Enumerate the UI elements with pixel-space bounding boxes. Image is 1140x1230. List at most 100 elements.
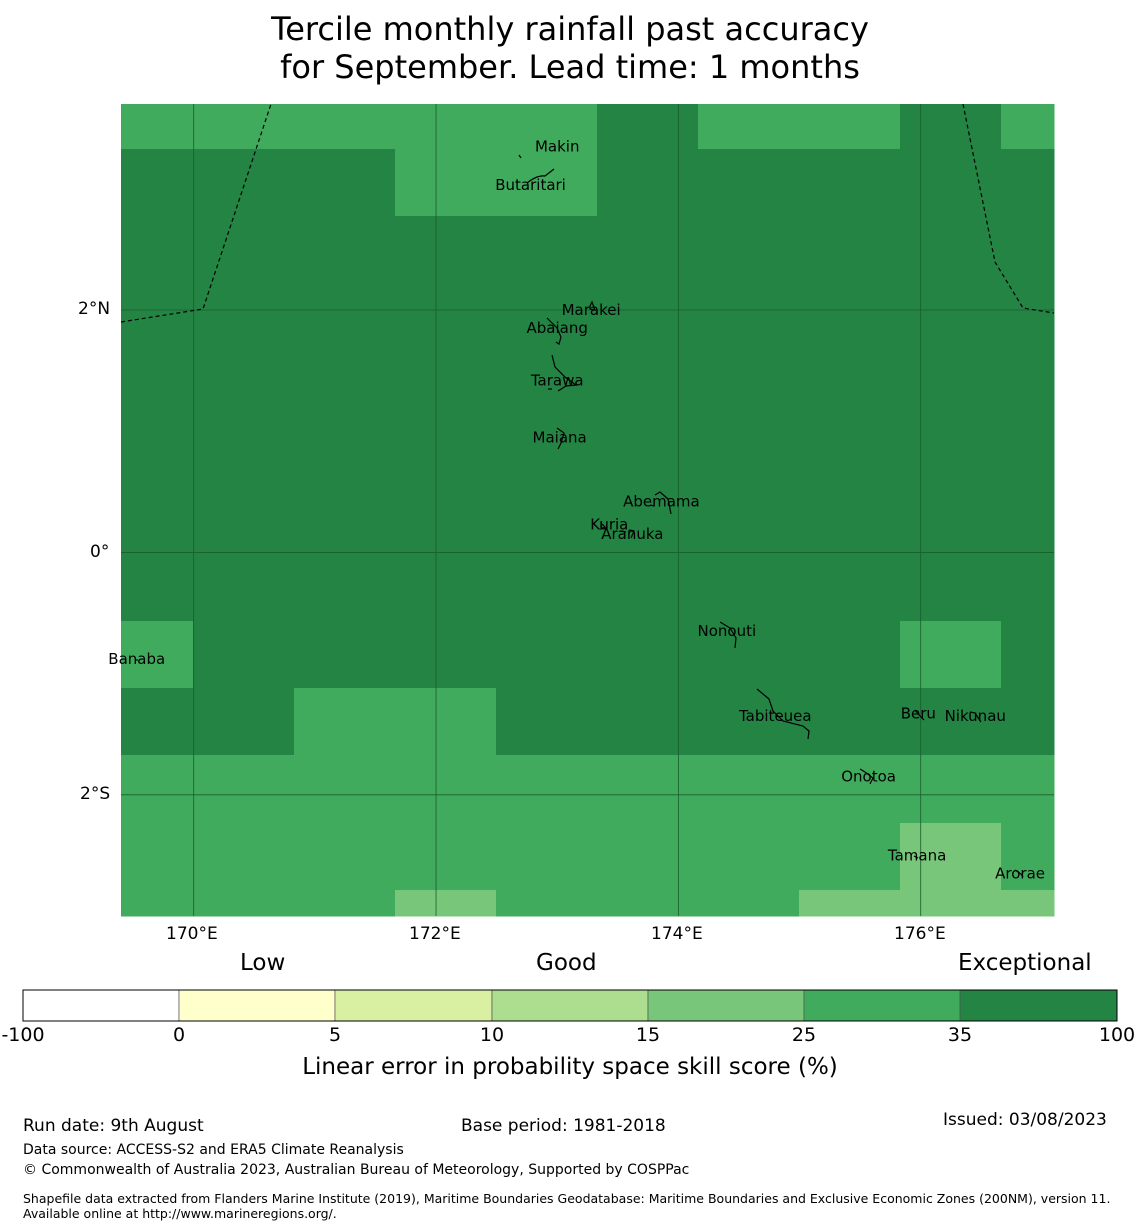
y-tick-0: 0° — [90, 542, 110, 562]
skill-cell — [193, 350, 295, 419]
skill-cell — [799, 890, 901, 917]
x-tick-176e: 176°E — [894, 924, 946, 944]
skill-cell — [698, 553, 800, 622]
skill-cell — [597, 688, 699, 756]
island-outlines — [135, 154, 1024, 878]
skill-cell — [395, 688, 497, 756]
skill-cell — [597, 890, 699, 917]
island-label-marakei: Marakei — [562, 301, 621, 319]
skill-cell — [294, 755, 396, 824]
skill-cell — [496, 755, 598, 824]
skill-cell — [900, 283, 1002, 351]
skill-cell — [799, 350, 901, 419]
skill-cell — [395, 283, 497, 351]
skill-cell — [1001, 283, 1055, 351]
eez-boundary-west — [120, 103, 272, 323]
skill-cell — [597, 621, 699, 689]
skill-cell — [1001, 104, 1055, 150]
skill-cell — [294, 688, 396, 756]
makin-outline — [518, 154, 522, 159]
skill-cell — [193, 755, 295, 824]
skill-cell — [121, 688, 194, 756]
skill-cell — [395, 823, 497, 891]
island-label-aranuka: Aranuka — [601, 525, 663, 543]
skill-cell — [193, 216, 295, 284]
skill-cell — [799, 823, 901, 891]
title-line-2: for September. Lead time: 1 months — [280, 48, 860, 86]
y-tick-2n: 2°N — [78, 299, 111, 319]
skill-cell — [597, 104, 699, 150]
y-tick-2s: 2°S — [80, 784, 111, 804]
skill-cell — [799, 149, 901, 217]
skill-cell — [597, 486, 699, 554]
butaritari-outline — [526, 168, 555, 184]
skill-cell — [121, 149, 194, 217]
skill-cell — [597, 216, 699, 284]
skill-cell — [698, 755, 800, 824]
skill-cell — [496, 688, 598, 756]
skill-cell — [294, 149, 396, 217]
eez-boundary-east — [962, 103, 1055, 314]
skill-cell — [900, 553, 1002, 622]
skill-cell — [193, 621, 295, 689]
island-label-abaiang: Abaiang — [527, 319, 588, 337]
skill-cell — [1001, 621, 1055, 689]
island-label-nonouti: Nonouti — [698, 622, 757, 640]
skill-cell — [698, 283, 800, 351]
skill-cell — [121, 755, 194, 824]
skill-cell — [395, 418, 497, 487]
island-label-kuria: Kuria — [590, 516, 628, 534]
skill-cell — [193, 104, 295, 150]
skill-cell — [395, 104, 497, 150]
colorbar-tick: 100 — [1098, 1024, 1136, 1046]
tarawa-outline — [548, 354, 578, 392]
skill-cell — [698, 350, 800, 419]
island-label-nikunau: Nikunau — [945, 707, 1006, 725]
skill-cell — [698, 418, 800, 487]
island-label-banaba: Banaba — [108, 650, 165, 668]
skill-cell — [121, 553, 194, 622]
skill-cell — [294, 283, 396, 351]
issued-date: Issued: 03/08/2023 — [943, 1110, 1107, 1130]
skill-cell — [900, 216, 1002, 284]
shapefile-credit: Shapefile data extracted from Flanders M… — [23, 1191, 1111, 1221]
skill-cell — [294, 890, 396, 917]
skill-cell — [900, 755, 1002, 824]
skill-cell — [496, 418, 598, 487]
skill-cell — [294, 418, 396, 487]
aranuka-outline — [619, 529, 635, 539]
skill-cell — [799, 486, 901, 554]
skill-cell — [294, 553, 396, 622]
skill-cell — [597, 283, 699, 351]
skill-cell — [496, 350, 598, 419]
skill-cell — [900, 486, 1002, 554]
island-label-abemama: Abemama — [623, 493, 700, 511]
skill-cell — [799, 621, 901, 689]
island-label-tarawa: Tarawa — [530, 371, 584, 389]
skill-cell — [294, 216, 396, 284]
skill-cell — [597, 149, 699, 217]
skill-cell — [121, 621, 194, 689]
skill-cell — [698, 149, 800, 217]
maiana-outline — [556, 427, 565, 450]
skill-cell — [597, 823, 699, 891]
skill-cell — [496, 553, 598, 622]
skill-cell — [496, 890, 598, 917]
skill-cell — [121, 216, 194, 284]
colorbar-label-exceptional: Exceptional — [958, 950, 1092, 976]
skill-cell — [1001, 755, 1055, 824]
skill-cell — [193, 890, 295, 917]
skill-cell — [900, 418, 1002, 487]
title-line-1: Tercile monthly rainfall past accuracy — [271, 10, 869, 48]
skill-cell — [193, 149, 295, 217]
skill-cell — [1001, 823, 1055, 891]
arorae-outline — [1014, 869, 1024, 878]
skill-cell — [597, 350, 699, 419]
skill-cell — [1001, 486, 1055, 554]
abaiang-outline — [546, 317, 562, 345]
skill-cell — [395, 350, 497, 419]
skill-cell — [121, 418, 194, 487]
skill-cell — [496, 216, 598, 284]
skill-cell — [799, 216, 901, 284]
colorbar-tick: 35 — [947, 1024, 973, 1046]
